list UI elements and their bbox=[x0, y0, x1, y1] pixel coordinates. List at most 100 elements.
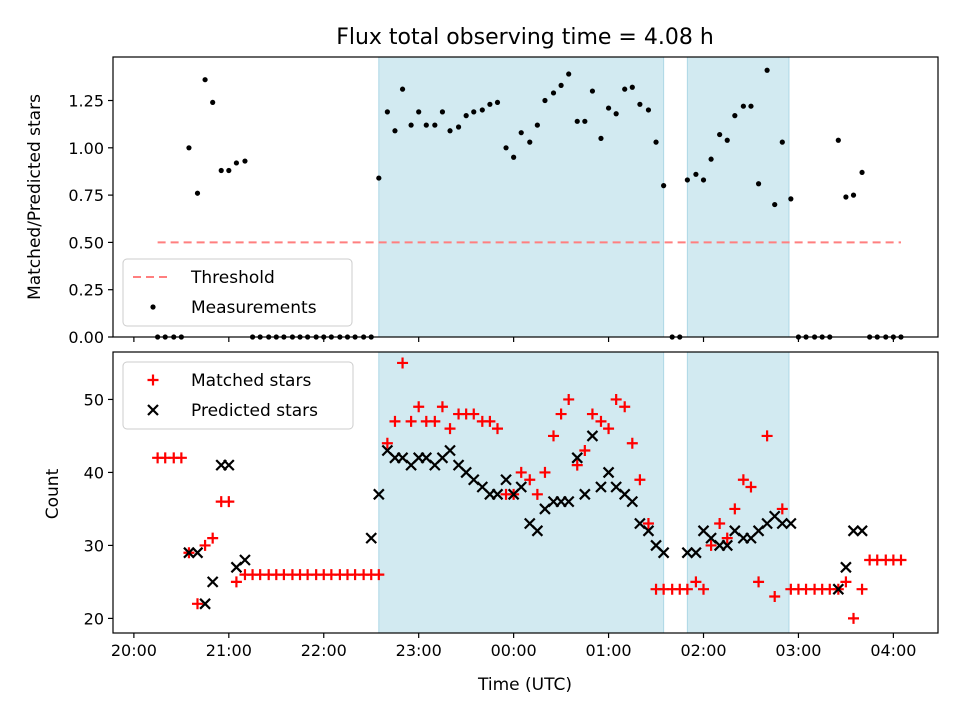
top-shaded-region-2 bbox=[686, 56, 790, 338]
measurement-point bbox=[550, 90, 557, 96]
predicted-star-point bbox=[223, 459, 235, 471]
measurement-point bbox=[408, 122, 414, 128]
bottom-legend: Matched stars Predicted stars bbox=[122, 361, 354, 430]
measurement-point bbox=[859, 169, 865, 176]
bottom-series-1-marks bbox=[152, 357, 907, 624]
measurement-point bbox=[384, 109, 390, 115]
measurement-point bbox=[764, 67, 770, 73]
matched-star-point bbox=[610, 393, 622, 405]
measurement-point bbox=[732, 113, 738, 119]
matched-star-point bbox=[389, 415, 401, 427]
predicted-star-point bbox=[491, 488, 504, 501]
predicted-star-point bbox=[856, 525, 868, 537]
x-tick-label: 21:00 bbox=[206, 641, 252, 660]
legend-entry-label: Matched stars bbox=[191, 371, 311, 391]
measurement-point bbox=[503, 145, 509, 151]
measurement-point bbox=[684, 177, 690, 183]
matched-star-point bbox=[595, 415, 607, 427]
predicted-star-point bbox=[515, 481, 528, 493]
top-y-tick-label: 1.00 bbox=[68, 139, 104, 158]
predicted-star-point bbox=[776, 517, 789, 530]
measurement-point bbox=[605, 105, 612, 111]
top-y-tick-label: 0.00 bbox=[68, 328, 104, 347]
measurement-point bbox=[717, 131, 723, 138]
measurement-point bbox=[748, 103, 754, 109]
legend-predicted-swatch bbox=[147, 404, 159, 416]
top-y-tick-label: 0.75 bbox=[68, 186, 104, 205]
matched-star-point bbox=[515, 466, 527, 478]
top-y-axis-label: Matched/Predicted stars bbox=[25, 94, 45, 300]
measurement-point bbox=[740, 103, 746, 109]
x-tick-label: 01:00 bbox=[586, 641, 632, 660]
predicted-star-point bbox=[681, 546, 694, 559]
measurement-point bbox=[527, 139, 533, 145]
measurement-point bbox=[566, 71, 572, 77]
predicted-star-point bbox=[199, 598, 211, 610]
matched-star-point bbox=[468, 408, 480, 420]
measurement-point bbox=[233, 160, 240, 166]
measurement-point bbox=[582, 118, 588, 124]
measurement-point bbox=[850, 192, 857, 198]
measurement-point bbox=[392, 128, 398, 134]
measurement-point bbox=[202, 77, 208, 83]
measurement-point bbox=[700, 177, 707, 183]
x-tick-label: 22:00 bbox=[301, 641, 347, 660]
measurement-point bbox=[637, 101, 643, 107]
matched-star-point bbox=[563, 393, 575, 405]
measurement-point bbox=[534, 122, 540, 128]
predicted-star-point bbox=[657, 546, 670, 559]
x-tick-label: 00:00 bbox=[491, 641, 537, 660]
matched-star-point bbox=[548, 430, 560, 442]
bottom-y-axis-label: Count bbox=[43, 468, 63, 519]
x-tick-label: 03:00 bbox=[775, 641, 821, 660]
x-axis-label: Time (UTC) bbox=[477, 675, 572, 695]
predicted-star-point bbox=[785, 517, 797, 530]
top-shaded-region-1 bbox=[378, 56, 665, 338]
matched-star-point bbox=[840, 576, 852, 588]
matched-star-point bbox=[555, 408, 567, 420]
bottom-y-tick-label: 40 bbox=[84, 463, 104, 482]
matched-star-point bbox=[199, 539, 211, 551]
measurement-point bbox=[463, 113, 469, 119]
bottom-y-tick-label: 20 bbox=[84, 609, 104, 628]
predicted-star-point bbox=[595, 481, 607, 493]
measurement-point bbox=[194, 190, 201, 196]
top-legend: Threshold Measurements bbox=[122, 258, 353, 327]
bottom-axes-frame bbox=[112, 351, 939, 634]
matched-star-point bbox=[626, 437, 638, 449]
measurement-point bbox=[708, 156, 714, 162]
legend-entry-label: Predicted stars bbox=[191, 401, 318, 421]
measurement-point bbox=[653, 139, 659, 145]
predicted-star-point bbox=[579, 488, 591, 501]
matched-star-point bbox=[539, 466, 551, 478]
measurement-point bbox=[629, 84, 635, 90]
matched-star-point bbox=[714, 518, 726, 530]
matched-star-point bbox=[642, 518, 654, 530]
bottom-panel: 20 30 40 50 20:00 21:00 22:00 23:00 00:00 01:00 02… bbox=[84, 351, 939, 660]
predicted-star-point bbox=[847, 525, 860, 537]
top-y-tick-label: 0.50 bbox=[68, 233, 104, 252]
legend-box bbox=[122, 361, 354, 430]
measurement-point bbox=[779, 139, 785, 145]
measurement-point bbox=[613, 111, 619, 117]
matched-star-point bbox=[776, 503, 788, 515]
predicted-star-point bbox=[626, 495, 639, 508]
measurement-point bbox=[432, 122, 438, 128]
matched-star-point bbox=[207, 532, 219, 544]
matched-star-point bbox=[848, 612, 860, 624]
matched-star-point bbox=[705, 539, 717, 551]
predicted-star-point bbox=[531, 525, 544, 537]
matched-star-point bbox=[753, 576, 765, 588]
measurement-point bbox=[226, 167, 232, 174]
predicted-star-point bbox=[183, 546, 195, 559]
measurement-point bbox=[447, 128, 453, 134]
measurement-point bbox=[186, 145, 192, 151]
measurement-point bbox=[479, 107, 485, 113]
matched-star-point bbox=[223, 496, 235, 508]
predicted-star-point bbox=[602, 466, 615, 479]
legend-entry-label: Measurements bbox=[191, 298, 317, 318]
measurement-point bbox=[518, 130, 524, 136]
measurement-point bbox=[661, 183, 667, 189]
